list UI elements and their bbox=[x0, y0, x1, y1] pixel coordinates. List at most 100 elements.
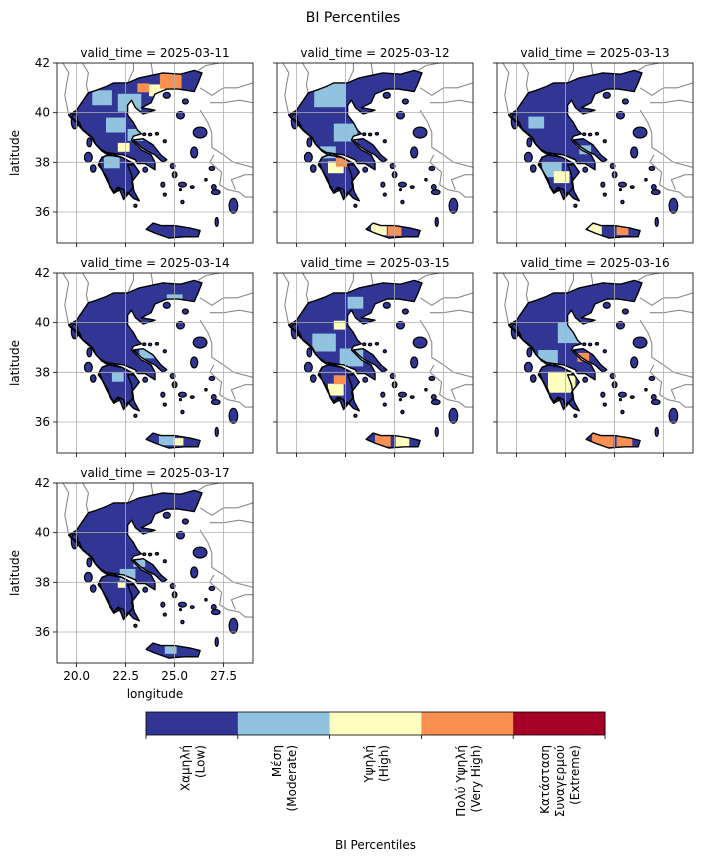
land-fill bbox=[68, 535, 134, 618]
panel-4: valid_time = 2025-03-14 36 38 40 42 latitude bbox=[8, 256, 254, 457]
land-fill bbox=[68, 280, 202, 380]
island bbox=[177, 391, 187, 398]
percentile-cell bbox=[577, 352, 590, 362]
island bbox=[306, 347, 313, 358]
island bbox=[650, 184, 657, 191]
country-border bbox=[199, 82, 253, 96]
island bbox=[362, 166, 369, 173]
island bbox=[398, 398, 403, 402]
island bbox=[448, 197, 459, 214]
island bbox=[142, 552, 147, 557]
percentile-cell bbox=[553, 171, 570, 184]
colorbar-label: (Extreme) bbox=[568, 745, 582, 805]
island bbox=[382, 402, 387, 407]
country-border bbox=[209, 309, 253, 314]
panel-5: valid_time = 2025-03-15 bbox=[273, 256, 474, 457]
island bbox=[228, 407, 239, 424]
island bbox=[412, 336, 428, 349]
island bbox=[644, 177, 648, 182]
coastline bbox=[68, 489, 203, 591]
country-border bbox=[230, 384, 253, 400]
y-tick-label: 40 bbox=[35, 316, 50, 330]
island bbox=[154, 341, 160, 346]
country-border bbox=[197, 273, 220, 281]
percentile-cell bbox=[117, 581, 126, 588]
island bbox=[306, 137, 313, 148]
island bbox=[587, 132, 593, 137]
panel-title: valid_time = 2025-03-16 bbox=[520, 256, 669, 270]
country-border bbox=[567, 273, 574, 294]
figure-title: BI Percentiles bbox=[306, 10, 401, 26]
country-border bbox=[199, 529, 253, 588]
island bbox=[162, 139, 167, 144]
island bbox=[374, 131, 380, 136]
island bbox=[526, 137, 533, 148]
island bbox=[362, 132, 367, 137]
island bbox=[147, 342, 153, 347]
island bbox=[630, 146, 639, 159]
island bbox=[650, 394, 657, 401]
island bbox=[178, 398, 183, 402]
country-border bbox=[209, 99, 253, 104]
country-border bbox=[62, 483, 70, 536]
island bbox=[526, 347, 533, 358]
island bbox=[400, 409, 405, 415]
island bbox=[382, 301, 391, 309]
axes-frame bbox=[276, 62, 474, 244]
island bbox=[395, 320, 405, 330]
x-tick-label: 27.5 bbox=[210, 669, 237, 683]
y-axis-label: latitude bbox=[8, 340, 22, 386]
country-border bbox=[282, 273, 290, 326]
island bbox=[587, 342, 593, 347]
island bbox=[210, 399, 221, 406]
coastline bbox=[98, 572, 140, 622]
colorbar-label: Χαμηλή bbox=[178, 745, 192, 791]
island bbox=[648, 165, 656, 172]
colorbar-segment bbox=[146, 712, 239, 735]
panels: valid_time = 2025-03-1136384042latitudev… bbox=[8, 46, 694, 701]
island bbox=[189, 395, 195, 399]
percentile-cell bbox=[375, 434, 391, 447]
island bbox=[210, 189, 221, 196]
island bbox=[573, 413, 578, 418]
island bbox=[309, 374, 317, 383]
axes-frame bbox=[56, 62, 254, 244]
island bbox=[162, 301, 171, 309]
map-area bbox=[497, 63, 693, 243]
colorbar-label: (High) bbox=[377, 745, 391, 782]
x-axis-label: longitude bbox=[127, 687, 184, 701]
country-border bbox=[450, 384, 473, 400]
y-axis-label: latitude bbox=[8, 550, 22, 596]
island bbox=[142, 376, 149, 383]
island bbox=[190, 356, 199, 369]
island bbox=[142, 586, 149, 593]
y-tick-label: 40 bbox=[35, 106, 50, 120]
land-fill bbox=[68, 490, 202, 590]
island bbox=[89, 584, 97, 593]
island bbox=[142, 166, 149, 173]
island bbox=[600, 181, 606, 188]
country-border bbox=[670, 384, 693, 400]
axes-frame bbox=[496, 272, 694, 454]
percentile-cell bbox=[557, 322, 586, 344]
coastline bbox=[508, 279, 643, 381]
island bbox=[398, 188, 403, 192]
country-border bbox=[670, 174, 693, 190]
island bbox=[353, 413, 358, 418]
colorbar: Χαμηλή (Low) Μέση (Moderate) Υψηλή (High) Πολύ… bbox=[145, 711, 606, 852]
x-tick-label: 20.0 bbox=[63, 669, 90, 683]
x-tick-label: 22.5 bbox=[112, 669, 139, 683]
country-border bbox=[639, 292, 693, 306]
island bbox=[401, 98, 409, 105]
island bbox=[395, 110, 405, 120]
island bbox=[154, 131, 160, 136]
percentile-cell bbox=[133, 558, 146, 567]
coastline bbox=[508, 324, 575, 408]
island bbox=[428, 165, 436, 172]
island bbox=[160, 601, 166, 608]
island bbox=[303, 151, 313, 163]
island bbox=[397, 391, 407, 398]
island bbox=[367, 132, 373, 137]
coastline bbox=[98, 152, 140, 202]
country-border bbox=[502, 63, 510, 116]
